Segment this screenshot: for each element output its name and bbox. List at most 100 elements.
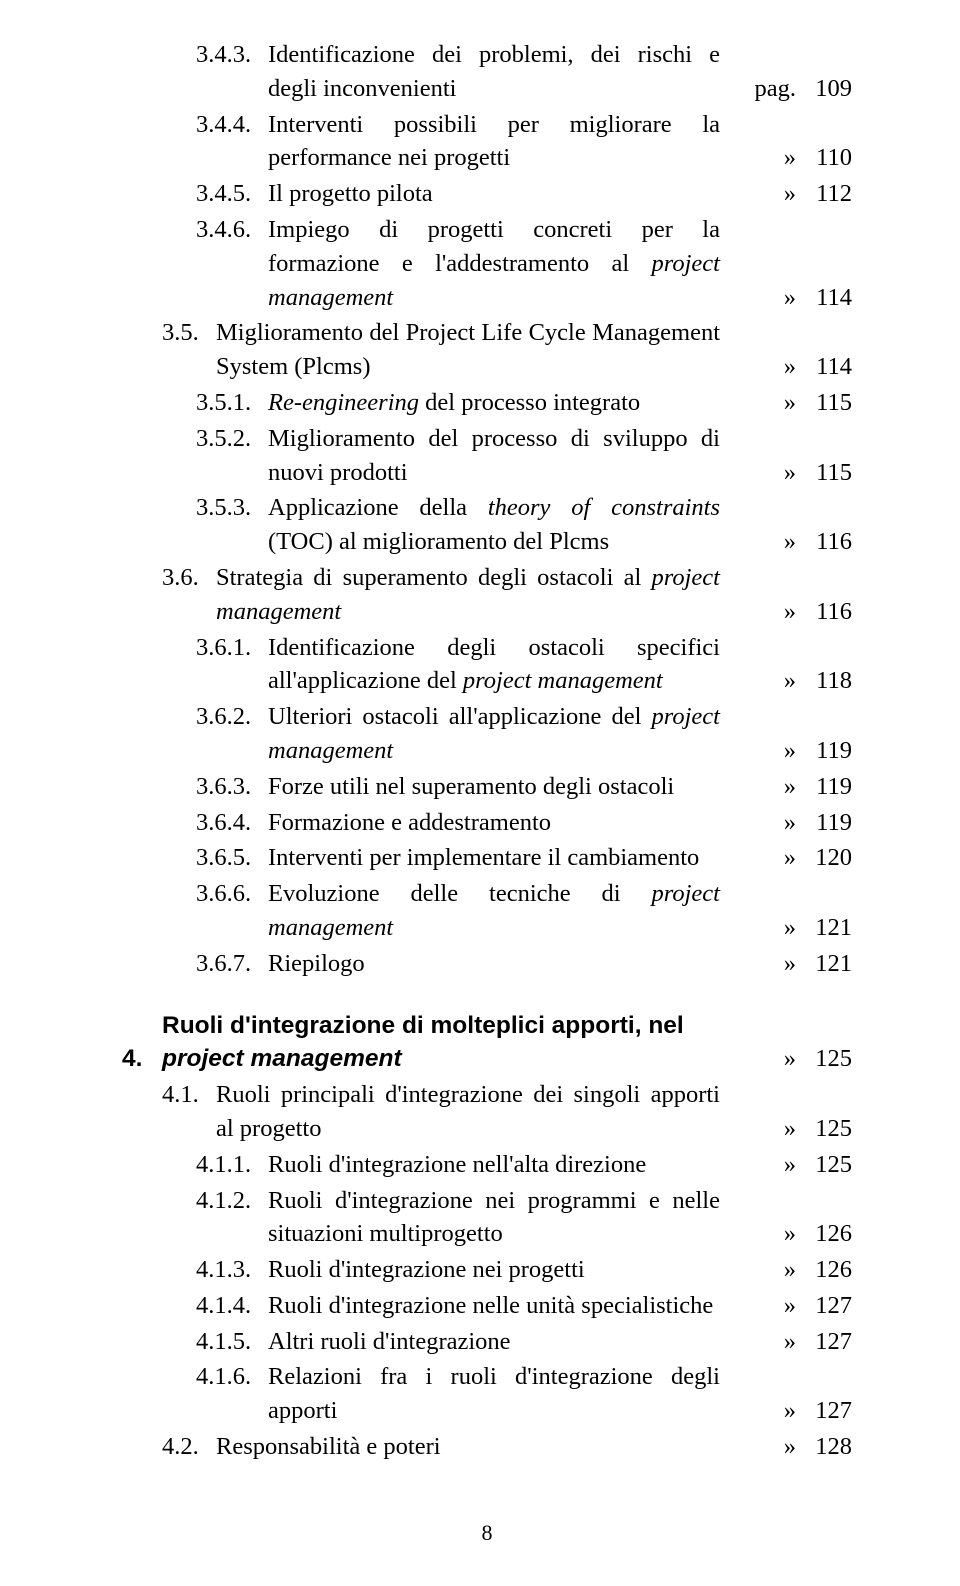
raquo-marker: » xyxy=(720,177,796,211)
raquo-marker: » xyxy=(720,806,796,840)
raquo-marker: » xyxy=(720,734,796,768)
raquo-marker: » xyxy=(720,1217,796,1251)
entry-number: 3.4.4. xyxy=(196,108,268,142)
toc-entry: 3.4.3.Identificazione dei problemi, dei … xyxy=(122,38,852,106)
entry-text: 3.6.7.Riepilogo xyxy=(196,947,720,981)
entry-text: 3.6.Strategia di superamento degli ostac… xyxy=(162,561,720,629)
toc-entry: 3.4.6.Impiego di progetti concreti per l… xyxy=(122,213,852,314)
entry-number: 4.1. xyxy=(162,1078,216,1112)
entry-text: 3.4.6.Impiego di progetti concreti per l… xyxy=(196,213,720,314)
raquo-marker: » xyxy=(720,1112,796,1146)
entry-number: 3.5.2. xyxy=(196,422,268,456)
italic-term: project management xyxy=(216,564,720,625)
toc-entry: 4.1.6.Relazioni fra i ruoli d'integrazio… xyxy=(122,1360,852,1428)
italic-term: Re-engineering xyxy=(268,389,419,416)
raquo-marker: » xyxy=(720,141,796,175)
page-number-ref: 125 xyxy=(796,1148,852,1182)
entry-number: 3.4.5. xyxy=(196,177,268,211)
italic-term: project management xyxy=(162,1045,402,1072)
raquo-marker: » xyxy=(720,1430,796,1464)
page-number-ref: 118 xyxy=(796,664,852,698)
raquo-marker: » xyxy=(720,525,796,559)
entry-number: 3.6.3. xyxy=(196,770,268,804)
chapter-number: 4. xyxy=(122,1042,162,1076)
raquo-marker: » xyxy=(720,947,796,981)
toc-entry: 3.4.4.Interventi possibili per migliorar… xyxy=(122,108,852,176)
page-number-ref: 121 xyxy=(796,911,852,945)
entry-number: 3.4.3. xyxy=(196,38,268,72)
toc-entry: 4.1.1.Ruoli d'integrazione nell'alta dir… xyxy=(122,1148,852,1182)
entry-number: 3.6.1. xyxy=(196,631,268,665)
entry-text: 3.6.6.Evoluzione delle tecniche di proje… xyxy=(196,877,720,945)
toc-entry: 4.1.Ruoli principali d'integrazione dei … xyxy=(122,1078,852,1146)
page-number-ref: 126 xyxy=(796,1253,852,1287)
entry-text: 3.5.3.Applicazione della theory of const… xyxy=(196,491,720,559)
entry-text: 4.1.1.Ruoli d'integrazione nell'alta dir… xyxy=(196,1148,720,1182)
entry-text: 3.6.2.Ulteriori ostacoli all'applicazion… xyxy=(196,700,720,768)
raquo-marker: » xyxy=(720,1042,796,1076)
toc-entry: 3.6.7.Riepilogo»121 xyxy=(122,947,852,981)
entry-number: 3.5.1. xyxy=(196,386,268,420)
page-number-ref: 116 xyxy=(796,595,852,629)
page-number-ref: 125 xyxy=(796,1042,852,1076)
raquo-marker: » xyxy=(720,386,796,420)
entry-text: 3.4.4.Interventi possibili per migliorar… xyxy=(196,108,720,176)
toc-entry: 3.5.3.Applicazione della theory of const… xyxy=(122,491,852,559)
raquo-marker: » xyxy=(720,1148,796,1182)
entry-text: 3.6.4.Formazione e addestramento xyxy=(196,806,720,840)
raquo-marker: » xyxy=(720,456,796,490)
toc-entry: 3.6.2.Ulteriori ostacoli all'applicazion… xyxy=(122,700,852,768)
toc-entry: 3.5.Miglioramento del Project Life Cycle… xyxy=(122,316,852,384)
page-number-ref: 119 xyxy=(796,734,852,768)
page-number-ref: 115 xyxy=(796,386,852,420)
page-number-ref: 125 xyxy=(796,1112,852,1146)
entry-number: 4.1.1. xyxy=(196,1148,268,1182)
page-number-ref: 114 xyxy=(796,281,852,315)
page-number-ref: 119 xyxy=(796,770,852,804)
entry-number: 4.1.2. xyxy=(196,1184,268,1218)
entry-text: 4.1.6.Relazioni fra i ruoli d'integrazio… xyxy=(196,1360,720,1428)
toc-entry: 3.4.5.Il progetto pilota»112 xyxy=(122,177,852,211)
entry-text: 3.4.3.Identificazione dei problemi, dei … xyxy=(196,38,720,106)
raquo-marker: » xyxy=(720,770,796,804)
toc-entry: 3.6.Strategia di superamento degli ostac… xyxy=(122,561,852,629)
page-number-ref: 126 xyxy=(796,1217,852,1251)
page-number-ref: 115 xyxy=(796,456,852,490)
toc-entry: 4.1.4.Ruoli d'integrazione nelle unità s… xyxy=(122,1289,852,1323)
chapter-title: Ruoli d'integrazione di molteplici appor… xyxy=(162,1009,720,1077)
toc-entry: 4.1.2.Ruoli d'integrazione nei programmi… xyxy=(122,1184,852,1252)
italic-term: project management xyxy=(463,667,663,694)
italic-term: theory of constraints xyxy=(488,494,720,521)
toc-entry: 3.5.1.Re-engineering del processo integr… xyxy=(122,386,852,420)
toc-entry: 4.2.Responsabilità e poteri»128 xyxy=(122,1430,852,1464)
entry-text: 3.5.1.Re-engineering del processo integr… xyxy=(196,386,720,420)
entry-text: 4.1.3.Ruoli d'integrazione nei progetti xyxy=(196,1253,720,1287)
raquo-marker: » xyxy=(720,1289,796,1323)
toc-entry: 4.1.3.Ruoli d'integrazione nei progetti»… xyxy=(122,1253,852,1287)
toc-entry: 4.1.5.Altri ruoli d'integrazione»127 xyxy=(122,1325,852,1359)
entry-text: 4.1.4.Ruoli d'integrazione nelle unità s… xyxy=(196,1289,720,1323)
entry-text: 3.5.Miglioramento del Project Life Cycle… xyxy=(162,316,720,384)
entry-text: 4.1.Ruoli principali d'integrazione dei … xyxy=(162,1078,720,1146)
italic-term: project management xyxy=(268,703,720,764)
entry-text: 4.1.2.Ruoli d'integrazione nei programmi… xyxy=(196,1184,720,1252)
entry-number: 4.1.6. xyxy=(196,1360,268,1394)
italic-term: project management xyxy=(268,250,720,311)
raquo-marker: » xyxy=(720,1325,796,1359)
entry-number: 3.5.3. xyxy=(196,491,268,525)
page-footer-number: 8 xyxy=(122,1520,852,1546)
page-number-ref: 127 xyxy=(796,1325,852,1359)
page-number-ref: 120 xyxy=(796,841,852,875)
toc-entry: 3.6.4.Formazione e addestramento»119 xyxy=(122,806,852,840)
page-number-ref: 109 xyxy=(796,72,852,106)
toc-entry: 4.Ruoli d'integrazione di molteplici app… xyxy=(122,1009,852,1077)
raquo-marker: » xyxy=(720,841,796,875)
entry-text: 3.6.1.Identificazione degli ostacoli spe… xyxy=(196,631,720,699)
entry-number: 3.6.5. xyxy=(196,841,268,875)
toc-entry: 3.6.3.Forze utili nel superamento degli … xyxy=(122,770,852,804)
entry-text: 3.6.3.Forze utili nel superamento degli … xyxy=(196,770,720,804)
raquo-marker: » xyxy=(720,1394,796,1428)
raquo-marker: » xyxy=(720,664,796,698)
page-number-ref: 127 xyxy=(796,1394,852,1428)
toc-entry: 3.6.6.Evoluzione delle tecniche di proje… xyxy=(122,877,852,945)
